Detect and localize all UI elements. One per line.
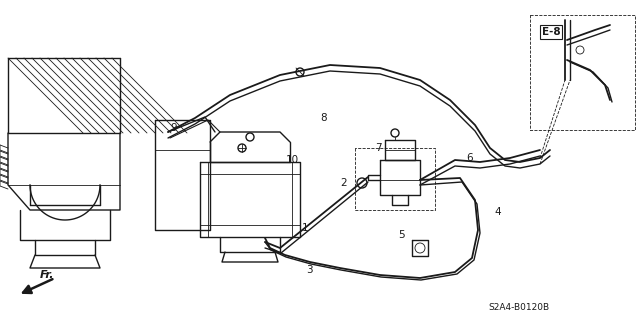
Text: 7: 7: [375, 143, 381, 153]
Text: 1: 1: [302, 223, 308, 233]
Text: 9: 9: [170, 123, 177, 133]
Circle shape: [391, 129, 399, 137]
Text: 6: 6: [466, 153, 472, 163]
Circle shape: [415, 243, 425, 253]
Circle shape: [357, 178, 367, 188]
Circle shape: [246, 133, 254, 141]
Text: 5: 5: [398, 230, 404, 240]
Circle shape: [296, 68, 304, 76]
Text: Fr.: Fr.: [40, 270, 54, 280]
Text: 2: 2: [340, 178, 347, 188]
Text: 8: 8: [320, 113, 326, 123]
Text: E-8: E-8: [542, 27, 561, 37]
Circle shape: [238, 144, 246, 152]
Text: 4: 4: [494, 207, 500, 217]
Text: 3: 3: [306, 265, 312, 275]
Circle shape: [576, 46, 584, 54]
Text: S2A4-B0120B: S2A4-B0120B: [488, 303, 549, 313]
Text: 10: 10: [286, 155, 299, 165]
